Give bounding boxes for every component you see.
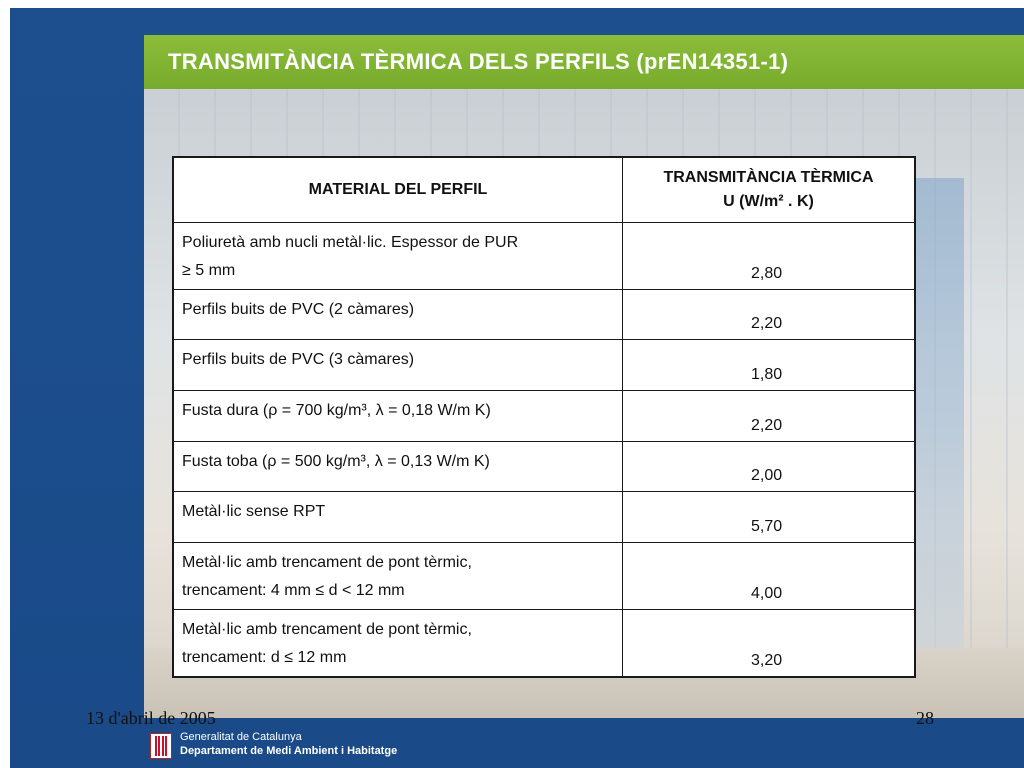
- header-transmittance-line2: U (W/m² . K): [723, 193, 814, 210]
- left-margin: [0, 0, 10, 768]
- slide-title: TRANSMITÀNCIA TÈRMICA DELS PERFILS (prEN…: [168, 49, 789, 74]
- header-transmittance-line1: TRANSMITÀNCIA TÈRMICA: [663, 169, 874, 186]
- transmittance-value-cell: 5,70: [622, 491, 916, 543]
- transmittance-value-cell: 2,20: [622, 289, 916, 340]
- table-row: Perfils buits de PVC (3 càmares) 1,80: [172, 339, 916, 391]
- material-cell: Metàl·lic amb trencament de pont tèrmic,…: [172, 542, 623, 610]
- table-row: Metàl·lic sense RPT 5,70: [172, 491, 916, 543]
- transmittance-value-cell: 1,80: [622, 339, 916, 391]
- transmittance-value-cell: 2,80: [622, 222, 916, 290]
- material-cell: Metàl·lic sense RPT: [172, 491, 623, 543]
- transmittance-value-cell: 4,00: [622, 542, 916, 610]
- table-row: Metàl·lic amb trencament de pont tèrmic,…: [172, 542, 916, 610]
- material-cell: Fusta toba (ρ = 500 kg/m³, λ = 0,13 W/m …: [172, 441, 623, 492]
- slide-page-number: 28: [916, 708, 934, 728]
- org-name-line1: Generalitat de Catalunya: [180, 731, 302, 743]
- table-body: Poliuretà amb nucli metàl·lic. Espessor …: [172, 222, 916, 678]
- material-cell: Perfils buits de PVC (3 càmares): [172, 339, 623, 391]
- org-name-line2: Departament de Medi Ambient i Habitatge: [180, 745, 398, 757]
- header-transmittance: TRANSMITÀNCIA TÈRMICA U (W/m² . K): [622, 156, 916, 223]
- slide-date: 13 d'abril de 2005: [86, 708, 216, 728]
- title-bar: TRANSMITÀNCIA TÈRMICA DELS PERFILS (prEN…: [144, 35, 1024, 89]
- table-row: Perfils buits de PVC (2 càmares) 2,20: [172, 289, 916, 340]
- transmittance-value-cell: 3,20: [622, 609, 916, 678]
- table-row: Poliuretà amb nucli metàl·lic. Espessor …: [172, 222, 916, 290]
- table-header-row: MATERIAL DEL PERFIL TRANSMITÀNCIA TÈRMIC…: [172, 156, 916, 223]
- table-row: Fusta dura (ρ = 700 kg/m³, λ = 0,18 W/m …: [172, 390, 916, 442]
- material-cell: Perfils buits de PVC (2 càmares): [172, 289, 623, 340]
- transmittance-table: MATERIAL DEL PERFIL TRANSMITÀNCIA TÈRMIC…: [172, 156, 916, 678]
- table-row: Fusta toba (ρ = 500 kg/m³, λ = 0,13 W/m …: [172, 441, 916, 492]
- table-row: Metàl·lic amb trencament de pont tèrmic,…: [172, 609, 916, 678]
- material-cell: Metàl·lic amb trencament de pont tèrmic,…: [172, 609, 623, 678]
- material-cell: Poliuretà amb nucli metàl·lic. Espessor …: [172, 222, 623, 290]
- transmittance-value-cell: 2,20: [622, 390, 916, 442]
- material-cell: Fusta dura (ρ = 700 kg/m³, λ = 0,18 W/m …: [172, 390, 623, 442]
- transmittance-value-cell: 2,00: [622, 441, 916, 492]
- header-material: MATERIAL DEL PERFIL: [172, 156, 623, 223]
- generalitat-logo-icon: [150, 733, 172, 759]
